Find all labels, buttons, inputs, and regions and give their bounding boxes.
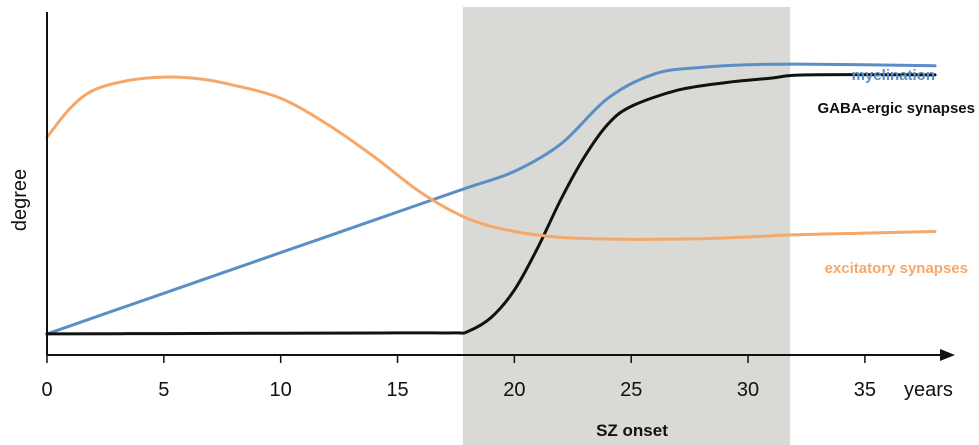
- x-tick-label: 30: [737, 379, 759, 401]
- series-line-excitatory-synapses: [45, 75, 937, 241]
- series-label-excitatory-synapses: excitatory synapses: [825, 260, 968, 277]
- x-tick-label: 10: [270, 379, 292, 401]
- y-axis-title: degree: [9, 169, 31, 231]
- series-line-gaba-ergic-synapses: [45, 73, 937, 336]
- series-label-myelination: myelination: [852, 67, 935, 84]
- series-line-myelination: [45, 62, 937, 336]
- sz-onset-label: SZ onset: [596, 421, 668, 440]
- x-tick-label: 20: [503, 379, 525, 401]
- x-tick-label: 5: [158, 379, 169, 401]
- series-label-gaba-ergic-synapses: GABA-ergic synapses: [817, 100, 975, 117]
- x-tick-label: 35: [854, 379, 876, 401]
- series-layer: [45, 62, 937, 336]
- tick-layer: 0 5 10 15 20 25 30 35: [41, 355, 876, 401]
- x-axis-title: years: [904, 379, 953, 401]
- x-tick-label: 25: [620, 379, 642, 401]
- x-tick-label: 15: [386, 379, 408, 401]
- x-tick-label: 0: [41, 379, 52, 401]
- x-axis-arrow: [940, 349, 955, 361]
